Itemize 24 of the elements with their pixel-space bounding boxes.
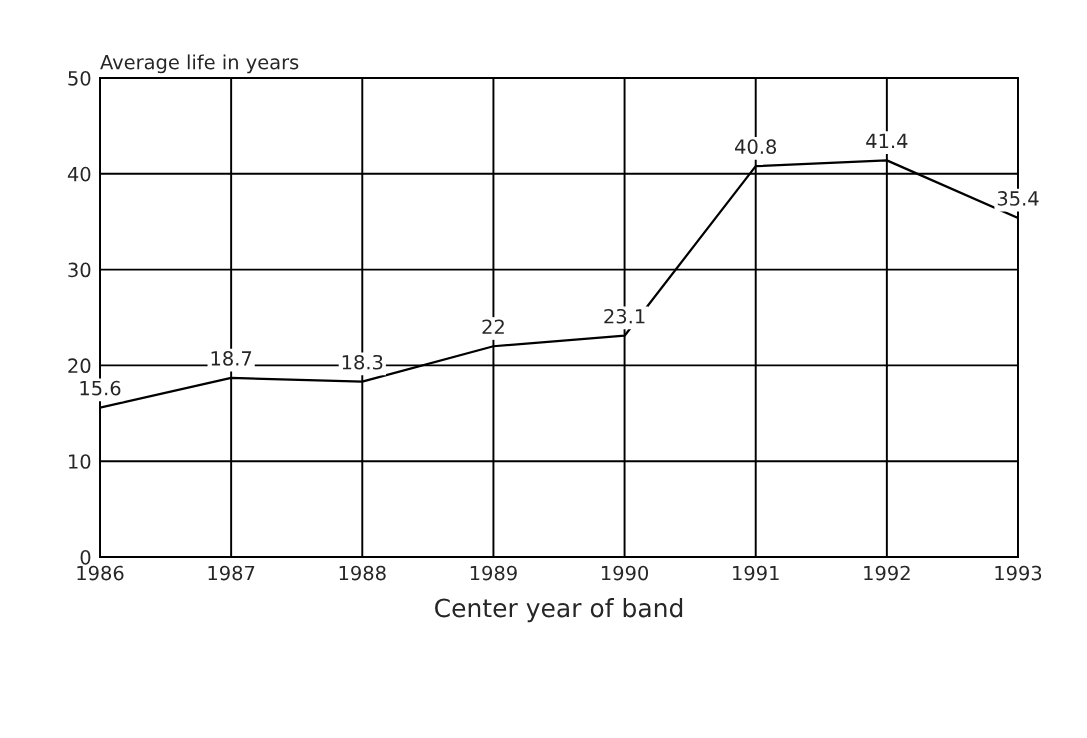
data-label: 18.3: [342, 354, 383, 370]
data-label: 41.4: [866, 133, 908, 149]
y-tick-label: 20: [68, 358, 91, 374]
x-tick-label: 1988: [339, 565, 386, 581]
x-tick-label: 1991: [733, 565, 779, 581]
data-label: 35.4: [997, 191, 1039, 206]
data-label: 15.6: [80, 380, 121, 396]
x-tick-label: 1986: [77, 565, 124, 581]
data-label: 18.7: [211, 351, 252, 366]
x-axis-title: Center year of band: [435, 598, 683, 623]
x-tick-label: 1989: [470, 565, 517, 581]
data-label: 22: [482, 319, 504, 334]
data-label: 23.1: [604, 308, 645, 324]
y-tick-label: 10: [69, 454, 91, 469]
x-tick-label: 1990: [601, 565, 649, 581]
y-tick-label: 30: [68, 262, 91, 278]
y-tick-label: 50: [68, 70, 91, 86]
x-tick-label: 1987: [208, 565, 255, 581]
x-tick-label: 1993: [995, 565, 1042, 581]
y-tick-label: 40: [67, 166, 91, 182]
x-tick-label: 1992: [864, 565, 910, 581]
data-label: 40.8: [735, 139, 777, 155]
y-axis-title: Average life in years: [100, 54, 299, 74]
y-tick-label: 0: [80, 549, 91, 565]
